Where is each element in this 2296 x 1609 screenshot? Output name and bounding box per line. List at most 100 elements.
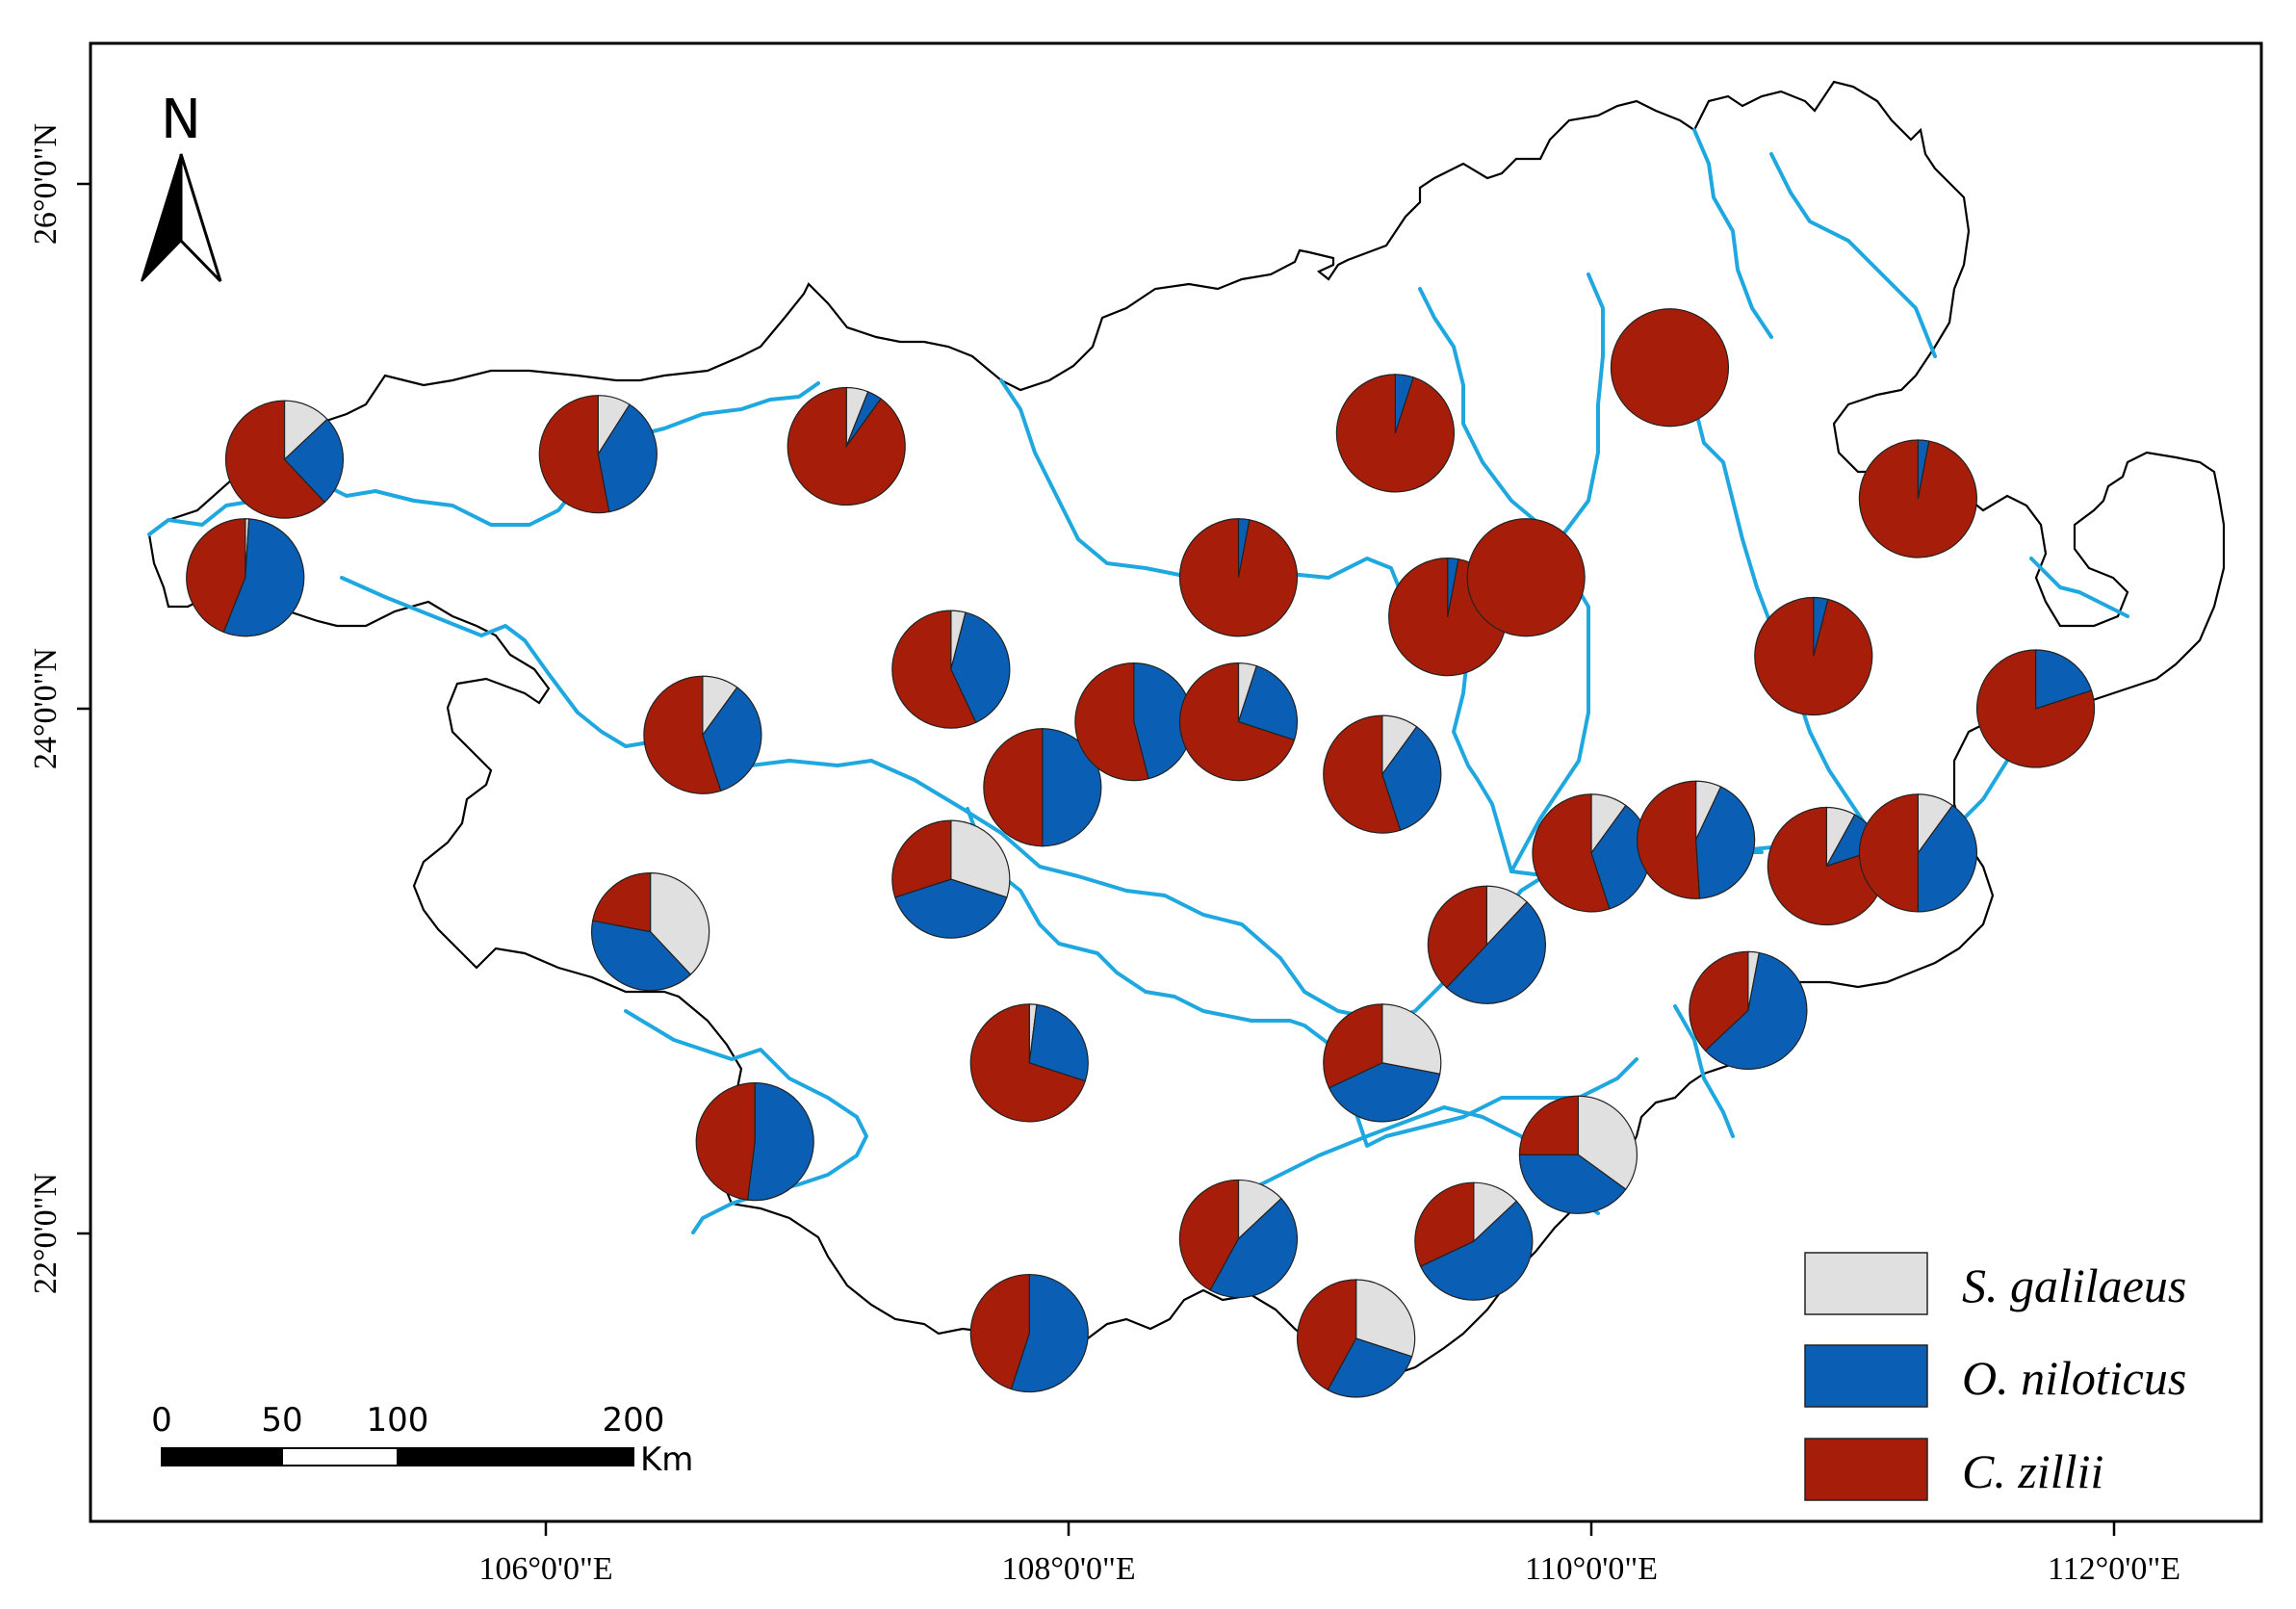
pie-slice	[969, 1273, 1030, 1390]
x-tick-label: 112°0'0"E	[2048, 1551, 2180, 1587]
river-zuo	[966, 807, 1638, 1148]
pie-slice	[1414, 1181, 1475, 1267]
province-boundary	[147, 80, 2226, 1379]
scale-label: 50	[261, 1401, 302, 1440]
pie-slice	[1466, 518, 1586, 637]
site-pie	[643, 675, 762, 794]
site-pie	[1178, 1179, 1299, 1299]
site-pie	[1427, 885, 1546, 1004]
pie-slice	[1689, 950, 1749, 1051]
pie-slice	[1323, 714, 1402, 834]
pie-slice	[591, 872, 652, 933]
north-arrow-icon-outline	[179, 153, 222, 283]
north-arrow-icon	[141, 153, 182, 282]
pie-slice	[1028, 1003, 1089, 1082]
site-pie	[1074, 662, 1194, 782]
y-tick-label: 24°0'0"N	[28, 648, 64, 769]
site-pie	[1414, 1181, 1534, 1301]
pie-slice	[1327, 1337, 1413, 1398]
pie-slice	[1335, 374, 1455, 493]
site-pie	[591, 872, 710, 992]
pie-slice	[1355, 1279, 1416, 1358]
pie-slice	[643, 675, 722, 794]
site-pie	[983, 728, 1102, 847]
pie-slice	[2034, 649, 2093, 710]
pie-slice	[1328, 1062, 1441, 1123]
site-pie	[787, 386, 906, 506]
pie-slice	[1178, 518, 1299, 637]
map-frame	[89, 41, 2263, 1523]
pie-slice	[1532, 793, 1611, 913]
pie-slice	[1010, 1273, 1089, 1393]
site-pie	[1178, 518, 1299, 637]
x-tick-label: 108°0'0"E	[1001, 1551, 1135, 1587]
pie-slice	[894, 878, 1008, 939]
site-pie	[891, 610, 1011, 729]
legend-label: O. niloticus	[1962, 1351, 2186, 1405]
pie-slice	[1323, 1003, 1383, 1089]
site-pie	[186, 518, 305, 637]
pie-slice	[283, 418, 345, 504]
pie-slice	[746, 1082, 814, 1202]
pie-slice	[891, 819, 952, 898]
site-pie	[224, 400, 345, 519]
scale-segment	[161, 1447, 283, 1466]
pie-slice	[1178, 1179, 1240, 1291]
scale-label: 0	[151, 1401, 172, 1440]
site-pie	[1975, 649, 2096, 768]
pie-slice	[1297, 1279, 1357, 1391]
site-pie	[969, 1273, 1089, 1393]
site-pie	[969, 1003, 1089, 1123]
site-pie	[1754, 596, 1873, 716]
y-axis: 26°0'0"N 24°0'0"N 22°0'0"N	[28, 123, 90, 1294]
x-tick-label: 106°0'0"E	[478, 1551, 612, 1587]
pie-slice	[1858, 793, 1919, 913]
pie-slice	[702, 687, 762, 792]
pie-slice	[891, 610, 977, 729]
pie-slice	[538, 395, 610, 514]
site-pie	[1518, 1095, 1638, 1214]
pie-slice	[224, 400, 326, 519]
scale-segment	[397, 1447, 634, 1466]
pie-slice	[1518, 1154, 1627, 1214]
scale-segment	[281, 1447, 399, 1466]
pie-slice	[1237, 664, 1299, 741]
y-tick-label: 22°0'0"N	[28, 1173, 64, 1294]
site-pie	[1297, 1279, 1416, 1398]
pie-slice	[1209, 1197, 1299, 1299]
north-arrow: N	[141, 89, 222, 283]
legend-label: C. zillii	[1962, 1444, 2103, 1498]
river-north-east	[1769, 152, 1937, 358]
site-pie	[1323, 714, 1442, 834]
pie-slice	[1381, 1003, 1442, 1076]
river-northeast-branch	[1692, 128, 1773, 339]
pie-slice	[969, 1003, 1087, 1123]
pie-slice	[1975, 649, 2096, 768]
legend-swatch	[1804, 1252, 1928, 1315]
site-pie	[1323, 1003, 1442, 1123]
pie-slice	[1694, 786, 1756, 899]
river-you	[624, 1009, 868, 1234]
pie-slice	[983, 728, 1044, 847]
river-south-branch	[1673, 1004, 1735, 1138]
site-pie	[695, 1082, 814, 1202]
pie-slice	[1178, 662, 1296, 782]
legend-swatch	[1804, 1344, 1928, 1408]
pie-slice	[1074, 662, 1149, 782]
site-pie	[1858, 439, 1977, 558]
scale-label: 100	[367, 1401, 429, 1440]
x-axis: 106°0'0"E 108°0'0"E 110°0'0"E 112°0'0"E	[478, 1521, 2180, 1587]
scale-unit: Km	[640, 1440, 693, 1479]
legend: S. galilaeus O. niloticus C. zillii	[1804, 1252, 2186, 1501]
pie-slice	[1427, 885, 1487, 989]
site-pie	[538, 395, 658, 514]
pie-slice	[1610, 308, 1730, 428]
pie-slice	[695, 1082, 756, 1201]
pie-slice	[787, 386, 906, 506]
site-pie	[1858, 793, 1977, 913]
pie-slice	[950, 611, 1011, 724]
river-east	[2029, 557, 2129, 618]
scale-bar: 0 50 100 200 Km	[151, 1401, 693, 1479]
y-tick-label: 26°0'0"N	[28, 123, 64, 245]
